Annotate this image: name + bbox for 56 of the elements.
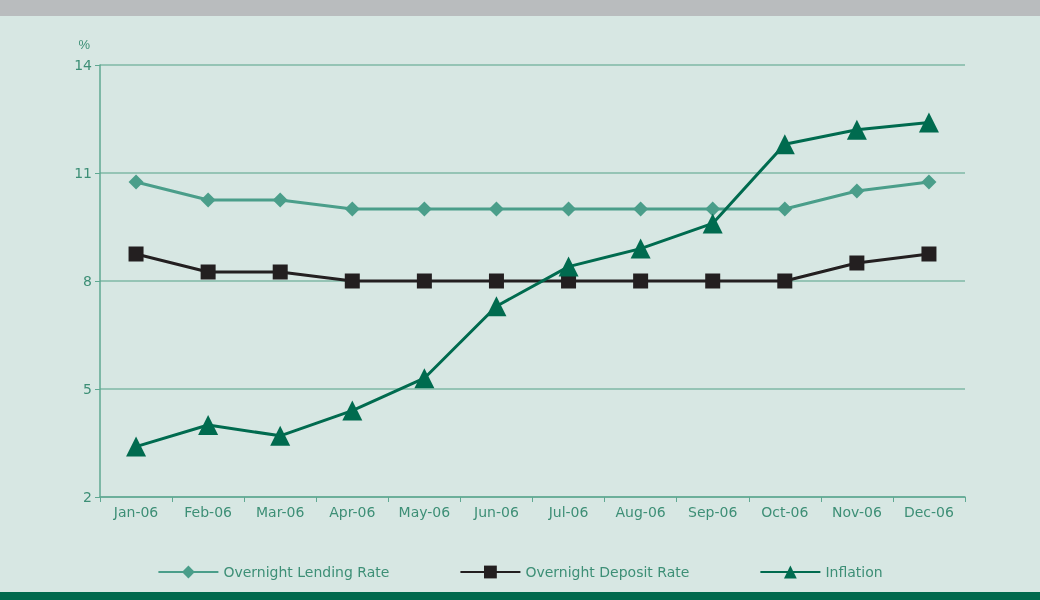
point [702, 213, 723, 234]
x-tick-label: Mar-06 [256, 504, 305, 520]
point [921, 246, 937, 262]
x-tick-label: Jun-06 [473, 504, 519, 520]
x-tick-label: Nov-06 [831, 504, 882, 520]
point [128, 246, 144, 262]
legend-label: Overnight Deposit Rate [525, 564, 690, 580]
legend-label: Overnight Lending Rate [223, 564, 390, 580]
point [128, 174, 144, 190]
y-axis-title: % [78, 37, 91, 52]
x-tick-label: Jan-06 [112, 504, 159, 520]
y-tick-label: 14 [74, 57, 93, 73]
point [126, 436, 147, 457]
point [921, 174, 937, 190]
point [558, 256, 579, 277]
point [849, 183, 865, 199]
x-tick-label: Apr-06 [329, 504, 376, 520]
y-tick-label: 11 [74, 165, 92, 181]
x-tick-label: Aug-06 [615, 504, 666, 520]
x-tick-label: May-06 [398, 504, 451, 520]
point [272, 192, 288, 208]
y-tick-label: 8 [83, 273, 92, 289]
point [561, 201, 577, 217]
point [774, 134, 795, 155]
x-tick-label: Jul-06 [547, 504, 589, 520]
point [777, 201, 793, 217]
point [200, 192, 216, 208]
point [705, 273, 721, 289]
point [416, 273, 432, 289]
point [414, 368, 435, 389]
x-tick-label: Dec-06 [903, 504, 955, 520]
point [633, 201, 649, 217]
point [198, 415, 219, 435]
x-tick-label: Oct-06 [761, 504, 809, 520]
point [705, 201, 721, 217]
point [272, 264, 288, 280]
point [918, 112, 939, 133]
point [846, 119, 867, 140]
point [416, 201, 432, 217]
point [488, 273, 504, 289]
point [270, 425, 291, 446]
y-tick-label: 5 [83, 381, 92, 397]
point [630, 238, 651, 259]
point [849, 255, 865, 271]
point [486, 296, 507, 317]
point [777, 273, 793, 289]
point [200, 264, 216, 280]
point [344, 201, 360, 217]
y-tick-label: 2 [83, 489, 92, 505]
point [344, 273, 360, 289]
point [342, 400, 363, 421]
point [633, 273, 649, 289]
x-tick-label: Feb-06 [184, 504, 233, 520]
legend-label: Inflation [825, 564, 883, 580]
x-tick-label: Sep-06 [688, 504, 738, 520]
point [488, 201, 504, 217]
